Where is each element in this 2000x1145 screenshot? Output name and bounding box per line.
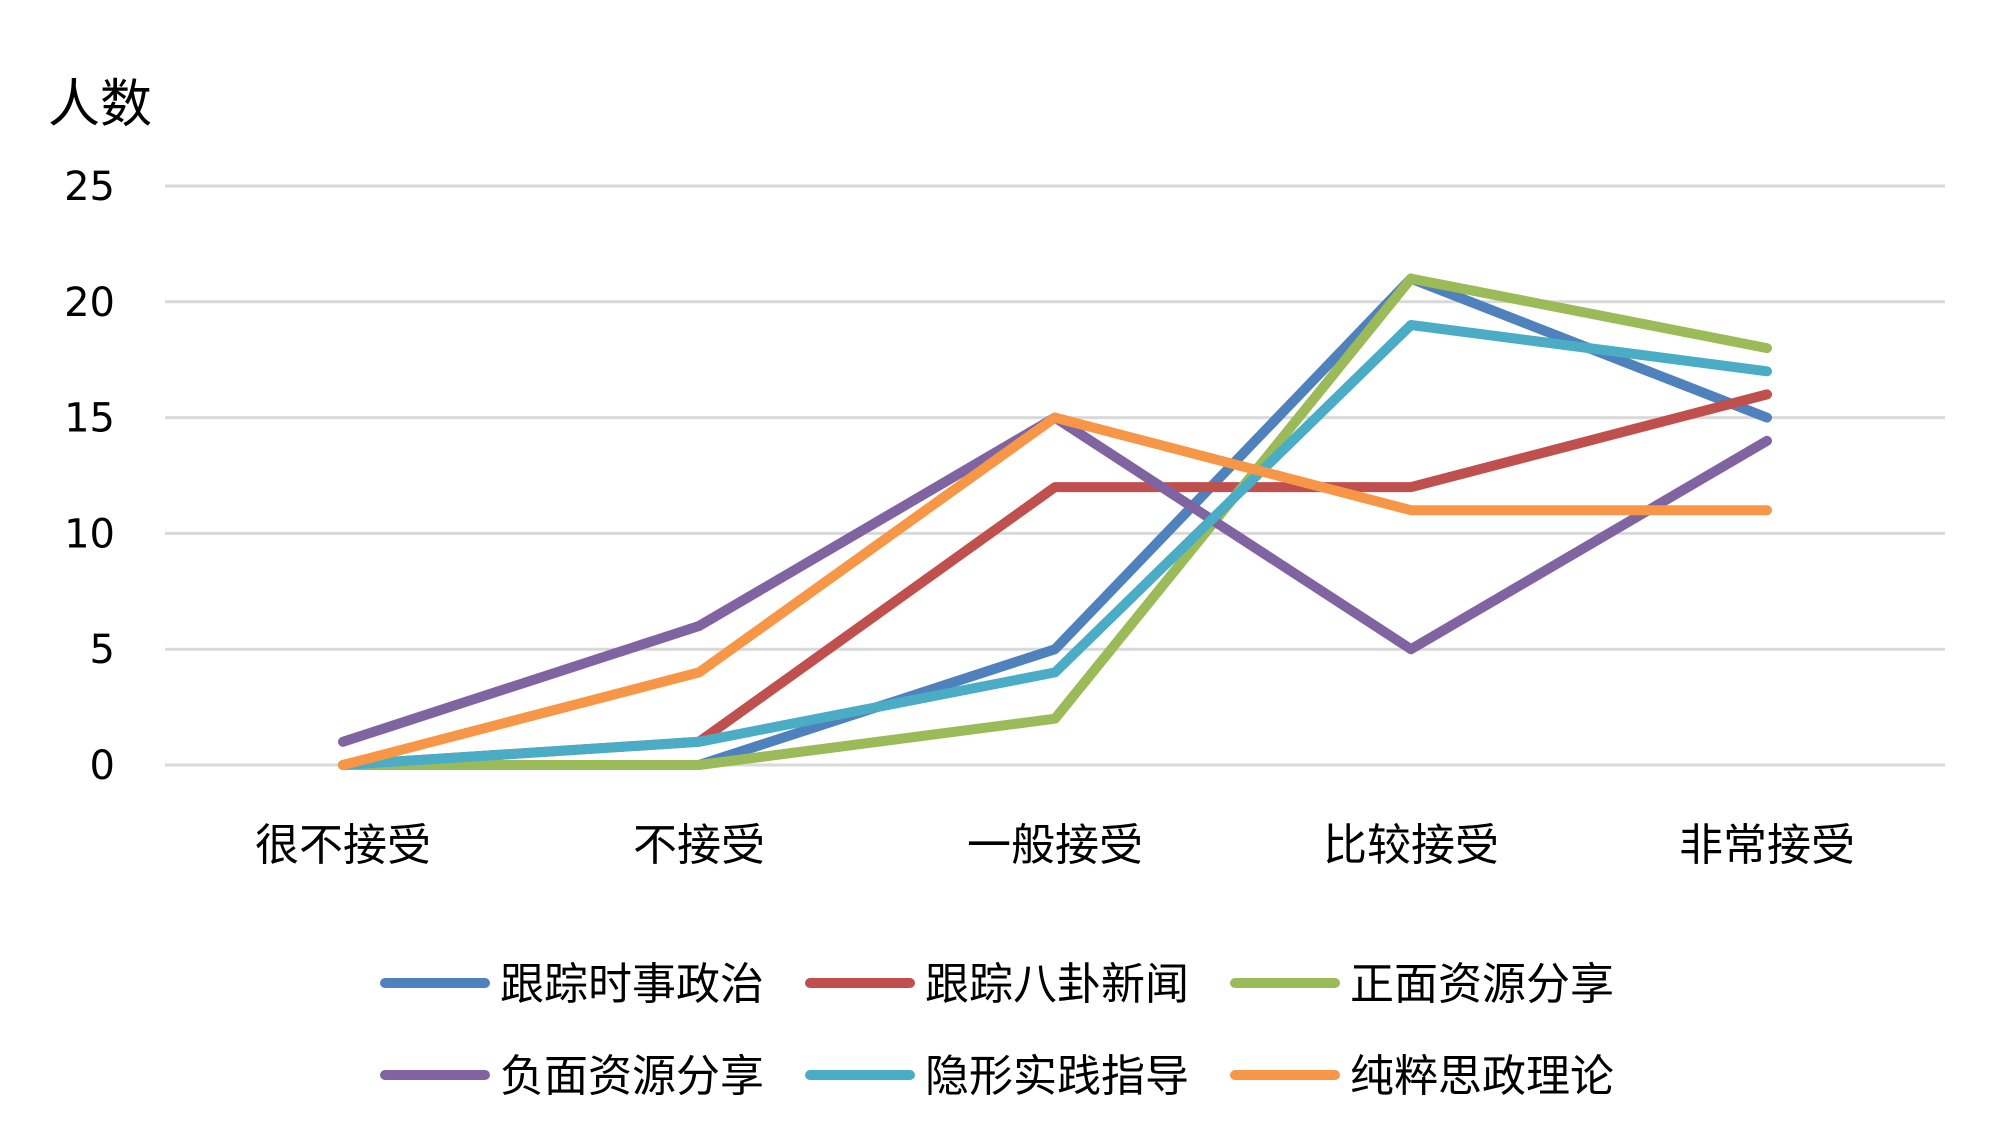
legend-label: 跟踪时事政治 — [500, 959, 764, 1010]
legend-item: 跟踪八卦新闻 — [805, 959, 1189, 1010]
y-tick-label: 25 — [64, 164, 115, 210]
x-tick-label: 非常接受 — [1679, 820, 1855, 871]
x-axis-ticks: 很不接受 不接受 一般接受 比较接受 非常接受 — [255, 820, 1855, 871]
legend-item: 隐形实践指导 — [805, 1051, 1189, 1102]
x-tick-label: 比较接受 — [1323, 820, 1499, 871]
x-tick-label: 不接受 — [633, 820, 765, 871]
series-line — [338, 320, 1772, 770]
y-tick-label: 10 — [64, 511, 115, 557]
x-tick-label: 一般接受 — [967, 820, 1143, 871]
legend-label: 正面资源分享 — [1350, 959, 1614, 1010]
x-tick-label: 很不接受 — [255, 820, 431, 871]
gridlines — [165, 184, 1945, 767]
y-tick-label: 0 — [90, 743, 115, 789]
y-axis-label: 人数 — [48, 75, 152, 135]
y-tick-label: 15 — [64, 396, 115, 442]
series-line — [338, 412, 1772, 747]
y-tick-label: 20 — [64, 280, 115, 326]
legend-label: 跟踪八卦新闻 — [925, 959, 1189, 1010]
legend-item: 正面资源分享 — [1230, 959, 1614, 1010]
legend-item: 跟踪时事政治 — [380, 959, 764, 1010]
legend-label: 隐形实践指导 — [925, 1051, 1189, 1102]
y-axis-ticks: 0 5 10 15 20 25 — [64, 164, 115, 789]
series-line — [338, 273, 1772, 770]
series-line — [338, 412, 1772, 770]
y-tick-label: 5 — [90, 627, 115, 673]
series-lines — [338, 273, 1772, 770]
legend-item: 负面资源分享 — [380, 1051, 764, 1102]
legend-item: 纯粹思政理论 — [1230, 1051, 1614, 1102]
legend-label: 纯粹思政理论 — [1350, 1051, 1614, 1102]
legend-label: 负面资源分享 — [500, 1051, 764, 1102]
series-line — [338, 273, 1772, 770]
